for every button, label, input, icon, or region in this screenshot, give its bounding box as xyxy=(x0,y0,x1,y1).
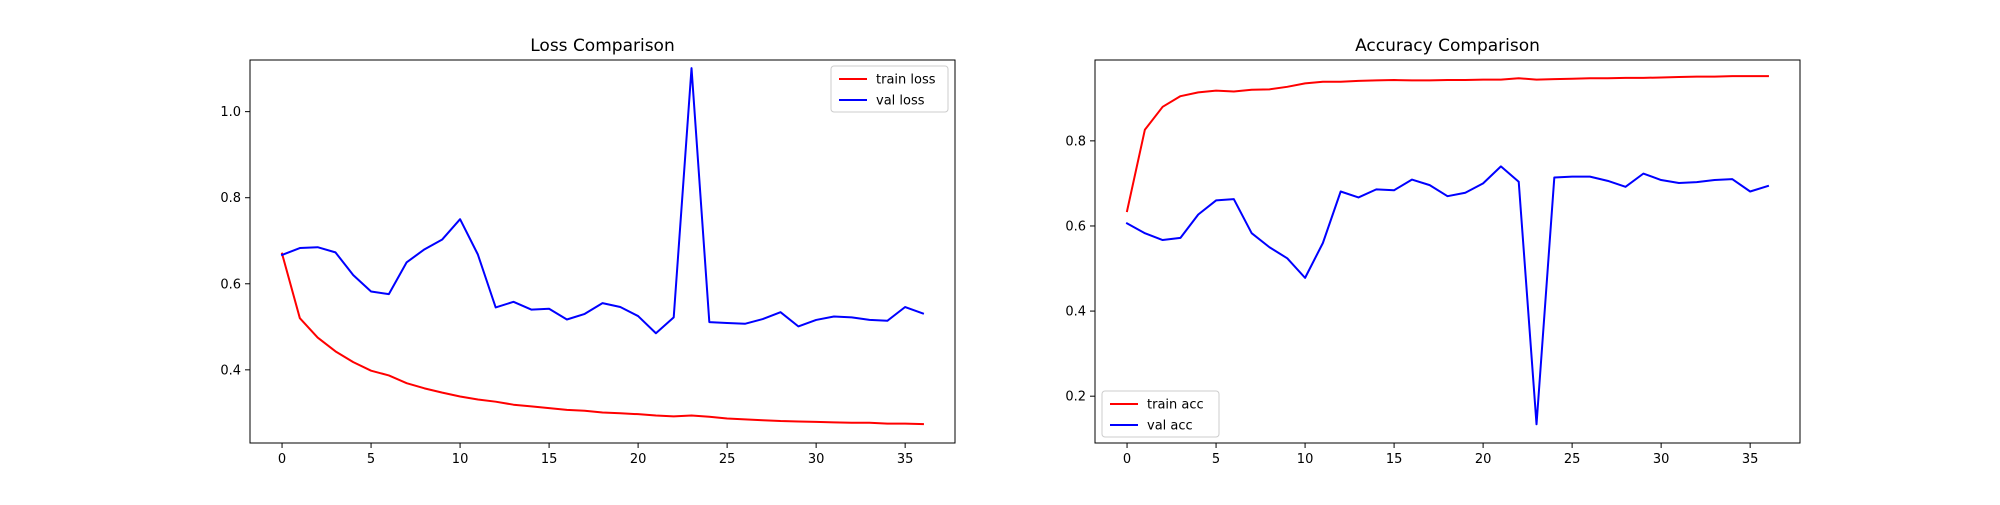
x-tick-label: 30 xyxy=(1653,452,1670,467)
series-line-train-acc xyxy=(1125,75,1769,213)
plot-frame xyxy=(1094,59,1801,444)
chart-panel-1: Loss Comparison 0 5 10 15 20 25 30 35 0.4 0.6 0.8 1.… xyxy=(220,36,956,467)
y-tick-label: 0.8 xyxy=(220,191,241,206)
legend: train loss val loss xyxy=(830,65,949,113)
series-line-val-loss xyxy=(280,67,925,335)
x-tick-label: 0 xyxy=(278,452,286,467)
legend: train acc val acc xyxy=(1101,390,1220,438)
chart-title: Loss Comparison xyxy=(530,36,674,56)
y-tick-label: 0.2 xyxy=(1065,390,1086,405)
y-tick-label: 0.6 xyxy=(220,277,241,292)
x-tick-label: 20 xyxy=(630,452,647,467)
x-tick-label: 35 xyxy=(897,452,914,467)
x-tick-label: 15 xyxy=(541,452,558,467)
y-tick-label: 0.8 xyxy=(1065,134,1086,149)
y-tick-label: 0.4 xyxy=(220,363,241,378)
plot-frame xyxy=(249,59,956,444)
series-line-val-acc xyxy=(1125,165,1770,426)
x-tick-label: 20 xyxy=(1475,452,1492,467)
legend-label: val acc xyxy=(1147,419,1193,434)
y-tick-label: 0.4 xyxy=(1065,305,1086,320)
y-tick-label: 1.0 xyxy=(220,105,241,120)
x-tick-label: 25 xyxy=(719,452,736,467)
x-tick-label: 10 xyxy=(452,452,469,467)
x-tick-label: 35 xyxy=(1742,452,1759,467)
x-tick-label: 25 xyxy=(1564,452,1581,467)
series-lines xyxy=(280,67,925,426)
x-tick-label: 0 xyxy=(1123,452,1131,467)
series-line-train-loss xyxy=(280,252,924,426)
x-tick-label: 15 xyxy=(1386,452,1403,467)
chart-panel-2: Accuracy Comparison 0 5 10 15 20 25 30 35 0.2 0.4 0… xyxy=(1065,36,1801,467)
series-lines xyxy=(1125,75,1770,426)
legend-label: val loss xyxy=(876,94,925,109)
y-tick-label: 0.6 xyxy=(1065,219,1086,234)
legend-label: train acc xyxy=(1147,398,1204,413)
x-tick-label: 30 xyxy=(808,452,825,467)
x-tick-label: 10 xyxy=(1297,452,1314,467)
legend-label: train loss xyxy=(876,73,936,88)
x-tick-label: 5 xyxy=(367,452,375,467)
chart-title: Accuracy Comparison xyxy=(1355,36,1540,56)
x-tick-label: 5 xyxy=(1212,452,1220,467)
